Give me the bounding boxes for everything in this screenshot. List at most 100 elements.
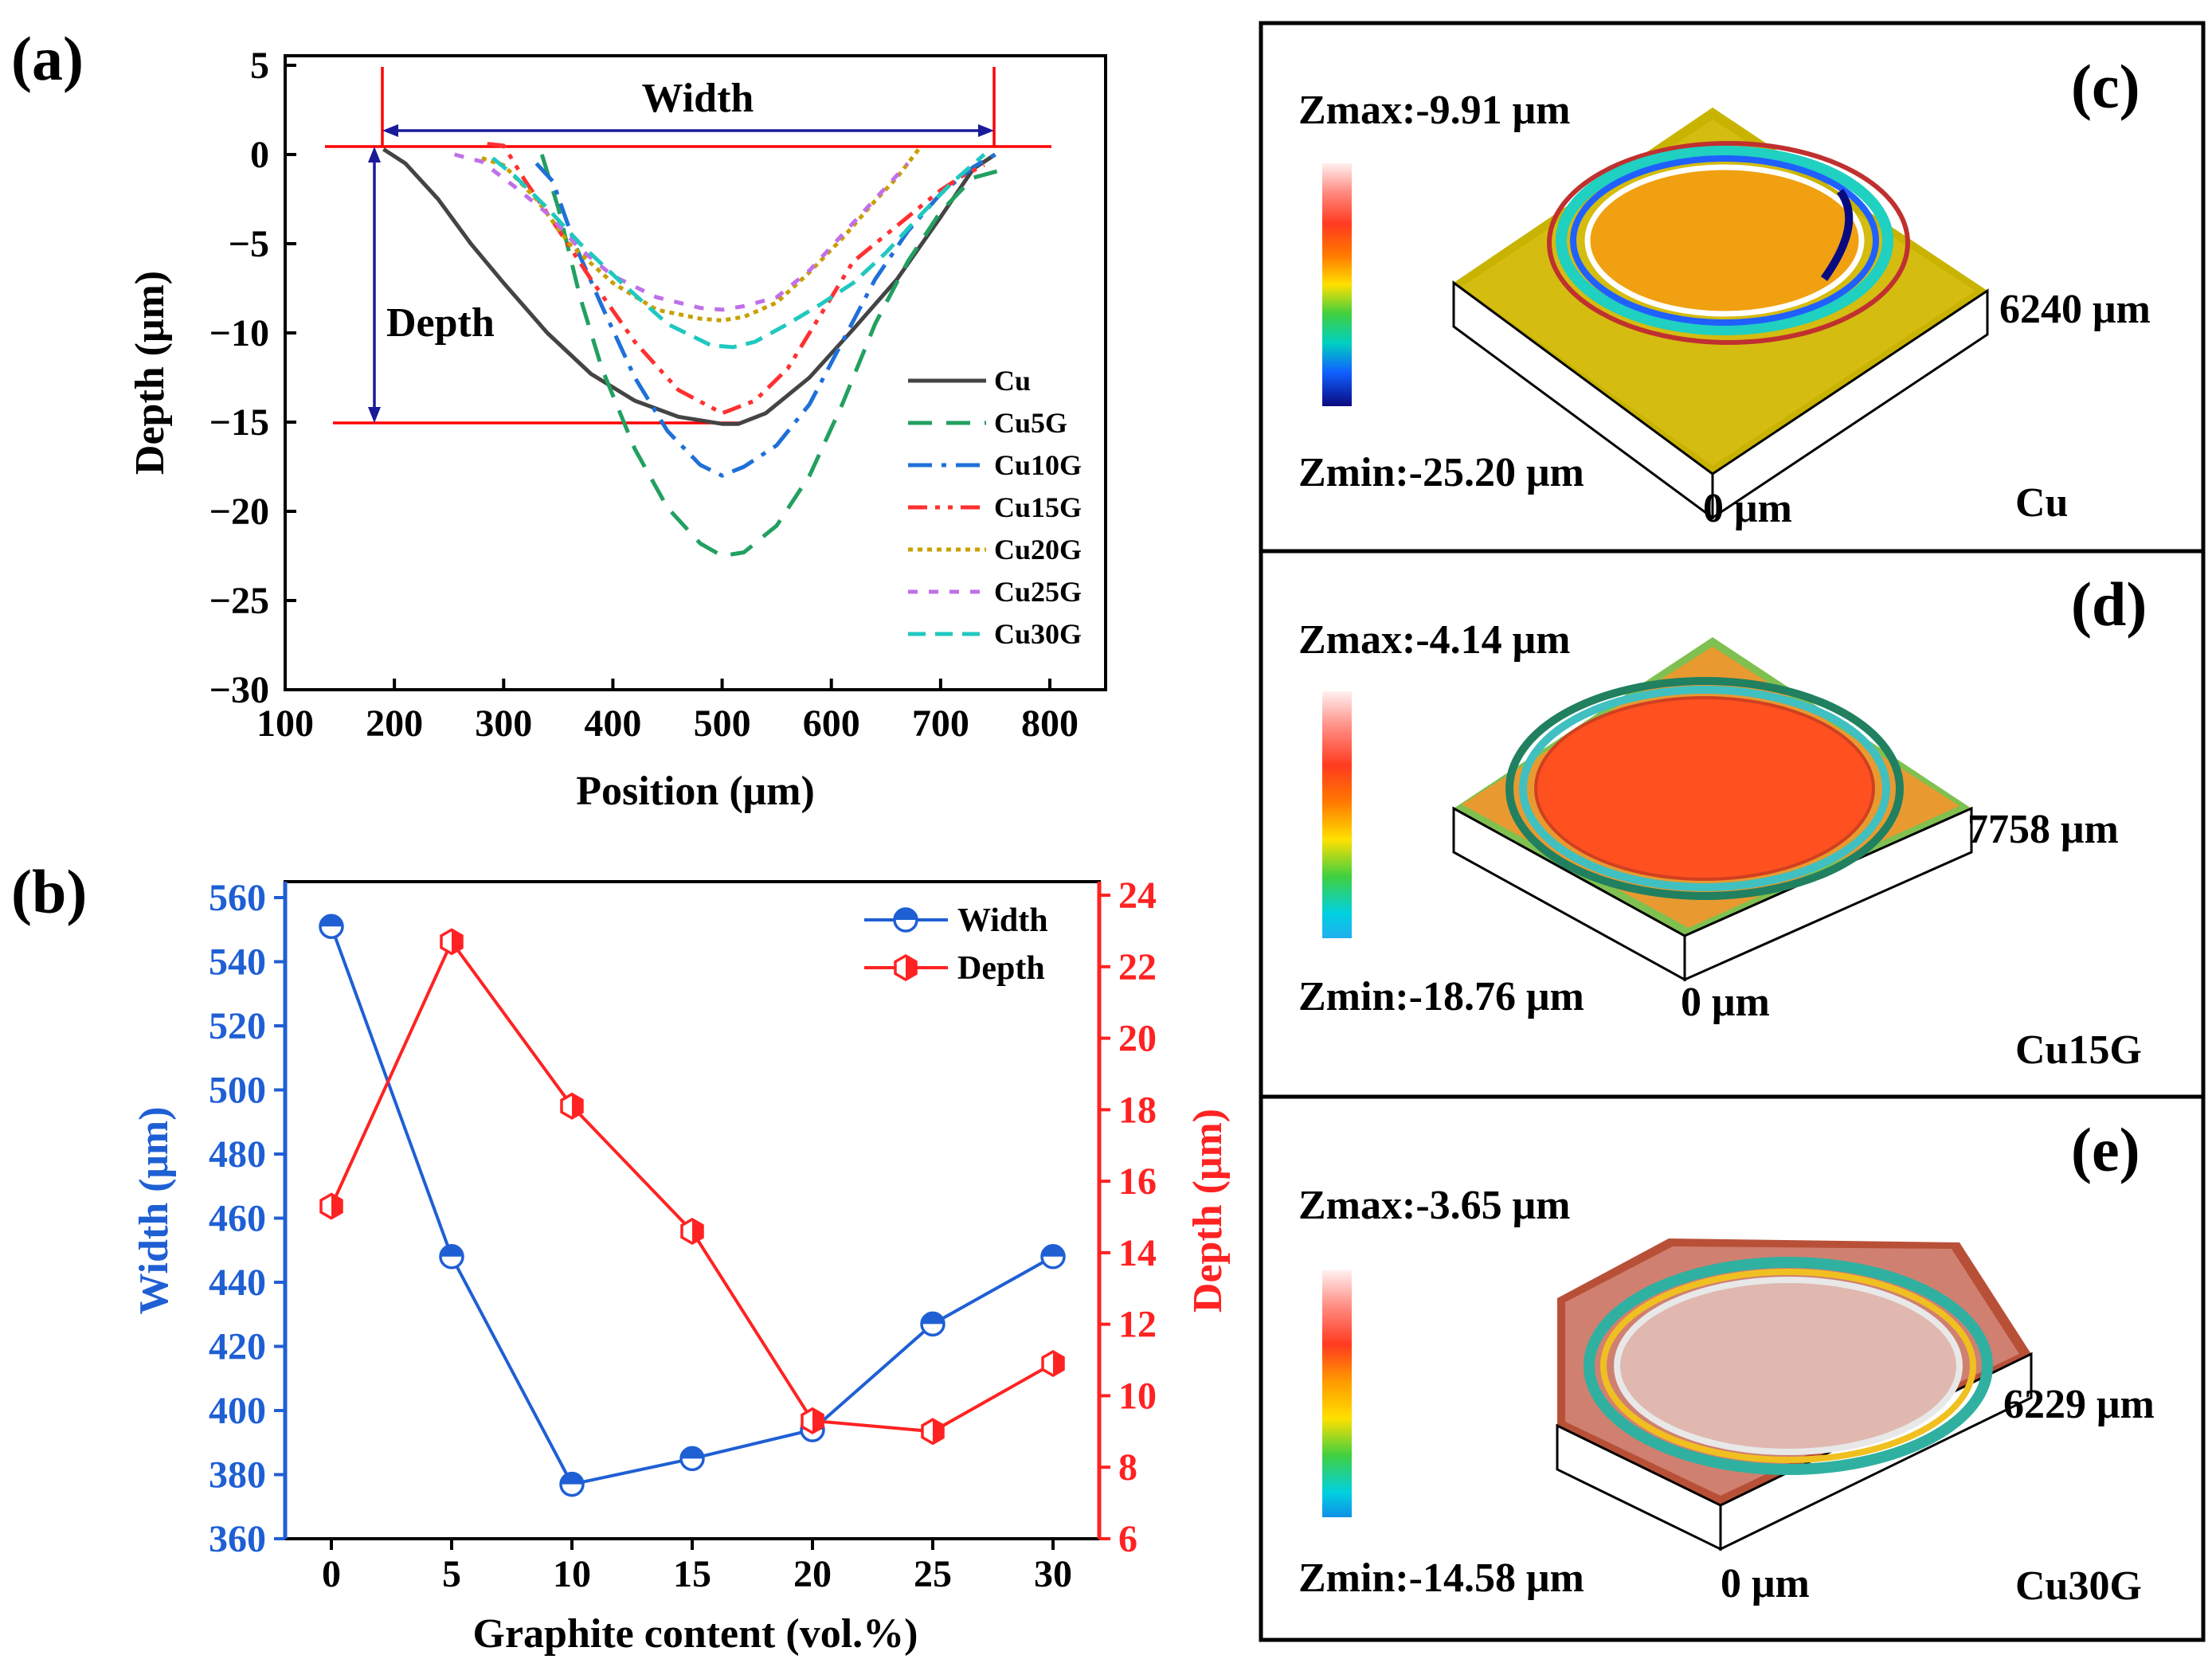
series-line-cu30g xyxy=(491,153,986,350)
y-tick-label-a: −5 xyxy=(229,223,269,265)
x-tick-label-b: 15 xyxy=(673,1553,711,1595)
depth-arrowhead-top xyxy=(368,147,381,162)
x-axis-title-b: Graphite content (vol.%) xyxy=(473,1611,918,1657)
y-tick-label-b-left: 500 xyxy=(209,1070,266,1112)
series-line-cu xyxy=(382,147,996,426)
groove-outer-d xyxy=(1505,677,1904,900)
axis-ticks-a: 100 200 300 400 500 600 700 800 5 0 −5 −10 −15 −20 −25… xyxy=(209,45,1079,745)
panel-c: (c) Zmax:-9.91 μm Zmin:-25.20 μm 6240 μm… xyxy=(1259,21,2206,554)
legend-b: Width Depth xyxy=(864,902,1048,987)
y-axis-title-b-left: Width (μm) xyxy=(131,1106,177,1314)
y-tick-label-b-right: 12 xyxy=(1118,1304,1157,1346)
legend-marker-width-fill xyxy=(895,909,917,920)
panel-label-a: (a) xyxy=(11,24,84,93)
y-tick-label-a: −25 xyxy=(209,580,269,622)
y-tick-label-b-right: 8 xyxy=(1118,1446,1137,1489)
surface-map-c xyxy=(1452,108,1989,520)
y-tick-label-b-left: 460 xyxy=(209,1198,266,1240)
groove-ring-e xyxy=(1584,1257,1993,1475)
panel-label-e: (e) xyxy=(2071,1115,2140,1184)
series-group-a xyxy=(382,142,1007,558)
y-tick-label-a: −10 xyxy=(209,312,269,354)
series-line-width xyxy=(330,925,1054,1486)
sample-label-d: Cu15G xyxy=(2015,1027,2142,1073)
y-tick-label-b-right: 14 xyxy=(1118,1232,1157,1274)
panel-label-b: (b) xyxy=(11,857,87,926)
y-tick-label-b-left: 480 xyxy=(209,1133,266,1176)
wear-scar-e xyxy=(1614,1277,1963,1455)
y-tick-label-b-right: 20 xyxy=(1118,1018,1157,1060)
point-depth-fill xyxy=(331,1194,342,1219)
legend-label-cu30g: Cu30G xyxy=(994,618,1082,650)
wear-scar-d xyxy=(1534,696,1875,881)
legend-label-cu25g: Cu25G xyxy=(994,576,1082,608)
surface-map-d xyxy=(1452,637,1973,982)
x-tick-label-b: 20 xyxy=(793,1553,832,1595)
zmin-label-c: Zmin:-25.20 μm xyxy=(1298,450,1584,495)
depth-annotation: Depth xyxy=(386,300,495,346)
y-tick-label-a: −20 xyxy=(209,491,269,533)
zmin-label-e: Zmin:-14.58 μm xyxy=(1298,1555,1584,1601)
y-tick-label-b-left: 540 xyxy=(209,941,266,984)
series-line-depth xyxy=(330,938,1054,1434)
groove-deep-c xyxy=(1570,155,1879,326)
y-tick-label-b-right: 18 xyxy=(1118,1089,1157,1131)
series-line-cu15g xyxy=(487,142,985,416)
groove-ring-c xyxy=(1556,146,1893,335)
y-axis-title-a: Depth (μm) xyxy=(127,271,173,475)
groove-inner-e xyxy=(1600,1269,1976,1463)
surface-map-e xyxy=(1556,1238,2033,1551)
depth-arrowhead-bottom xyxy=(368,407,381,423)
x-tick-label-a: 500 xyxy=(694,702,751,745)
x-tick-label-b: 25 xyxy=(914,1553,952,1595)
point-depth-fill xyxy=(452,929,462,954)
series-line-cu25g xyxy=(453,152,910,312)
colorbar-d xyxy=(1322,691,1352,938)
legend-label-cu15g: Cu15G xyxy=(994,491,1082,523)
y-tick-label-b-right: 24 xyxy=(1118,874,1157,917)
point-depth-fill xyxy=(812,1408,823,1433)
x-tick-label-a: 300 xyxy=(475,702,532,745)
legend-label-cu20g: Cu20G xyxy=(994,534,1082,565)
panel-d: (d) Zmax:-4.14 μm Zmin:-18.76 μm 7758 μm… xyxy=(1259,549,2206,1099)
y-tick-label-b-right: 22 xyxy=(1118,946,1157,988)
point-depth-fill xyxy=(1053,1352,1063,1376)
x-tick-label-a: 600 xyxy=(803,702,860,745)
y-tick-label-a: 0 xyxy=(250,134,269,176)
colorbar-e xyxy=(1322,1270,1352,1517)
panel-e: (e) Zmax:-3.65 μm Zmin:-14.58 μm 6229 μm… xyxy=(1259,1094,2206,1642)
panel-label-d: (d) xyxy=(2071,569,2147,639)
point-width-fill xyxy=(561,1473,583,1485)
y-tick-label-b-right: 16 xyxy=(1118,1160,1157,1203)
point-depth-fill xyxy=(692,1219,703,1243)
x-tick-label-b: 30 xyxy=(1034,1553,1072,1595)
size-label-e: 6229 μm xyxy=(2003,1382,2155,1427)
y-tick-label-b-right: 10 xyxy=(1118,1375,1157,1417)
y-tick-label-b-left: 520 xyxy=(209,1005,266,1047)
x-tick-label-a: 800 xyxy=(1021,702,1079,745)
x-axis-title-a: Position (μm) xyxy=(576,769,815,814)
legend-label-depth: Depth xyxy=(957,950,1045,987)
wear-scar-c xyxy=(1584,164,1865,317)
series-group-b xyxy=(319,914,1066,1497)
axis-ticks-b: 0 5 10 15 20 25 30 360 380 400 420 440 460 480 500 520 5… xyxy=(209,874,1157,1595)
zmin-label-d: Zmin:-18.76 μm xyxy=(1298,974,1584,1019)
zmax-label-c: Zmax:-9.91 μm xyxy=(1298,88,1570,133)
x-tick-label-a: 700 xyxy=(912,702,969,745)
groove-outer-c xyxy=(1547,141,1910,345)
zmax-label-d: Zmax:-4.14 μm xyxy=(1298,617,1570,663)
zero-label-d: 0 μm xyxy=(1681,980,1770,1025)
panel-a: (a) 100 200 300 400 500 600 700 800 5 0 −5 −10 −15 −2… xyxy=(11,24,1107,814)
y-tick-label-a: −30 xyxy=(209,669,269,711)
x-tick-label-b: 0 xyxy=(322,1553,341,1595)
point-width-fill xyxy=(1042,1245,1064,1257)
x-tick-label-a: 200 xyxy=(366,702,423,745)
size-label-c: 6240 μm xyxy=(1999,287,2151,332)
width-arrowhead-left xyxy=(382,124,398,137)
y-tick-label-b-right: 6 xyxy=(1118,1518,1137,1560)
point-width-fill xyxy=(440,1245,463,1257)
y-axis-title-b-right: Depth (μm) xyxy=(1185,1109,1231,1313)
x-tick-label-a: 400 xyxy=(584,702,641,745)
panel-label-c: (c) xyxy=(2071,52,2140,121)
x-tick-label-b: 10 xyxy=(553,1553,591,1595)
